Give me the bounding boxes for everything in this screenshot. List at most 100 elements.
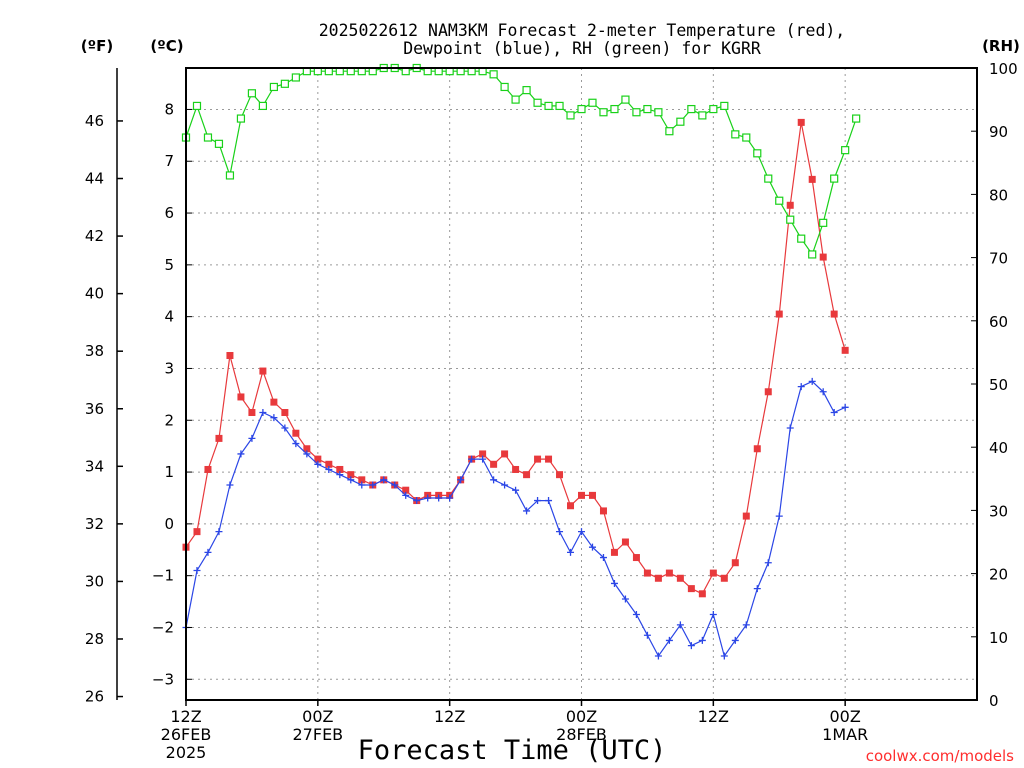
dewpoint-point [303, 450, 311, 458]
rh-line [185, 67, 857, 256]
temperature-point [490, 460, 498, 468]
rh-point [808, 250, 817, 259]
temperature-point [215, 434, 223, 442]
dewpoint-point [797, 383, 805, 391]
rh-tick-label: 100 [989, 60, 1018, 78]
rh-tick-label: 10 [989, 629, 1008, 647]
dewpoint-point [775, 512, 783, 520]
time-tick-label: 12Z [434, 707, 465, 726]
rh-point [555, 101, 564, 111]
dewpoint-point [259, 408, 267, 416]
rh-point [643, 104, 652, 114]
rh-point [797, 234, 806, 243]
dewpoint-point [654, 652, 662, 660]
dewpoint-point [709, 611, 717, 619]
rh-point [665, 127, 674, 136]
temperature-point [402, 486, 410, 494]
celsius-tick-label: 2 [164, 411, 174, 429]
celsius-tick-label: 8 [164, 100, 174, 118]
rh-point [511, 95, 520, 104]
temperature-point [797, 118, 805, 126]
dewpoint-point [435, 494, 443, 502]
fahrenheit-tick-label: 44 [85, 170, 104, 188]
dewpoint-point [621, 595, 629, 603]
rh-tick-label: 80 [989, 186, 1008, 204]
dewpoint-point [534, 497, 542, 505]
dewpoint-point [676, 621, 684, 629]
temperature-line [185, 122, 846, 595]
dewpoint-point [819, 388, 827, 396]
rh-point [830, 174, 839, 183]
rh-unit-label: (RH) [982, 37, 1020, 55]
dewpoint-point [479, 455, 487, 463]
temperature-point [621, 538, 629, 546]
temperature-point [841, 346, 849, 354]
rh-point [698, 111, 707, 120]
temperature-point [270, 398, 278, 406]
fahrenheit-unit-label: (ºF) [81, 37, 113, 55]
dewpoint-point [413, 497, 421, 505]
dewpoint-point [193, 566, 201, 574]
rh-point [489, 70, 498, 79]
rh-point [654, 108, 663, 117]
dewpoint-point [523, 507, 531, 515]
rh-point [775, 196, 784, 205]
time-tick-label: 2025 [166, 743, 207, 762]
dewpoint-point [215, 528, 223, 536]
temperature-point [259, 367, 267, 375]
rh-point [544, 101, 553, 111]
dewpoint-point [545, 497, 553, 505]
celsius-tick-label: 1 [164, 463, 174, 481]
dewpoint-point [556, 528, 564, 536]
rh-point [247, 89, 257, 98]
dewpoint-point [380, 476, 388, 484]
rh-point [577, 104, 586, 114]
temperature-point [643, 569, 651, 577]
rh-point [258, 101, 268, 111]
rh-point [819, 218, 828, 227]
dewpoint-point [643, 631, 651, 639]
temperature-point [720, 574, 728, 582]
time-tick-label: 12Z [170, 707, 201, 726]
temperature-point [556, 471, 564, 479]
temperature-point [599, 507, 607, 515]
dewpoint-point [632, 611, 640, 619]
dewpoint-point [610, 579, 618, 587]
fahrenheit-tick-label: 34 [85, 457, 104, 475]
dewpoint-point [369, 481, 377, 489]
temperature-point [512, 465, 520, 473]
time-tick-label: 26FEB [161, 725, 212, 744]
chart-title-line2: Dewpoint (blue), RH (green) for KGRR [403, 39, 761, 58]
temperature-point [775, 310, 783, 318]
rh-point [269, 82, 278, 92]
fahrenheit-tick-label: 36 [85, 400, 104, 418]
rh-point [203, 133, 213, 142]
celsius-tick-label: 4 [164, 308, 174, 326]
rh-point [500, 82, 509, 92]
temperature-point [281, 408, 289, 416]
dewpoint-point [402, 491, 410, 499]
rh-point [599, 108, 608, 117]
dewpoint-point [248, 434, 256, 442]
fahrenheit-tick-label: 32 [85, 515, 104, 533]
dewpoint-point [314, 460, 322, 468]
rh-point [852, 114, 861, 123]
rh-tick-label: 70 [989, 250, 1008, 268]
temperature-point [676, 574, 684, 582]
dewpoint-point [336, 471, 344, 479]
dewpoint-point [391, 481, 399, 489]
temperature-point [830, 310, 838, 318]
grid-lines [186, 68, 977, 700]
rh-tick-label: 40 [989, 439, 1008, 457]
credit-text: coolwx.com/models [866, 747, 1014, 765]
rh-point [687, 104, 696, 114]
temperature-point [534, 455, 542, 463]
dewpoint-point [204, 548, 212, 556]
dewpoint-point [578, 528, 585, 536]
temperature-point [665, 569, 673, 577]
temperature-point [709, 569, 717, 577]
celsius-tick-label: −1 [152, 567, 174, 585]
